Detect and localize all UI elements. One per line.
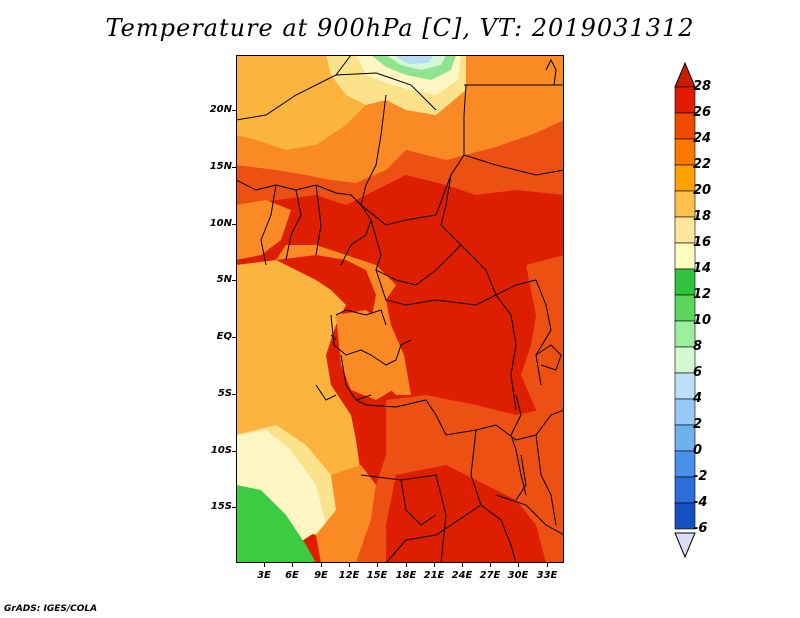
lat-tick [232, 394, 236, 395]
lat-label: 20N [209, 104, 232, 115]
lon-label: 21E [423, 570, 445, 581]
colorbar-cell [674, 86, 696, 114]
colorbar-label: -2 [693, 469, 708, 484]
colorbar [674, 61, 696, 558]
colorbar-label: 18 [693, 209, 712, 224]
colorbar-label: 4 [693, 391, 703, 406]
colorbar-label: 14 [693, 261, 712, 276]
field-south-red [386, 465, 546, 563]
lon-label: 27E [479, 570, 501, 581]
map-panel[interactable] [236, 55, 564, 563]
colorbar-label: 8 [693, 339, 703, 354]
field-north-dark-orange [236, 120, 564, 205]
colorbar-cell [674, 164, 696, 192]
lon-tick [434, 563, 435, 567]
colorbar-label: 16 [693, 235, 712, 250]
colorbar-cell [674, 138, 696, 166]
colorbar-top-arrow [674, 61, 696, 88]
colorbar-cell [674, 268, 696, 296]
colorbar-cell [674, 476, 696, 504]
colorbar-label: 22 [693, 157, 712, 172]
lon-tick [377, 563, 378, 567]
colorbar-label: 28 [693, 79, 712, 94]
lat-tick [232, 110, 236, 111]
temperature-field [236, 55, 564, 563]
lat-tick [232, 451, 236, 452]
colorbar-label: -6 [693, 521, 708, 536]
lon-label: 3E [257, 570, 271, 581]
colorbar-cell [674, 450, 696, 478]
lat-label: 15S [210, 501, 232, 512]
lon-tick [547, 563, 548, 567]
colorbar-cell [674, 294, 696, 322]
colorbar-cell [674, 242, 696, 270]
lon-label: 12E [338, 570, 360, 581]
lon-label: 15E [366, 570, 388, 581]
colorbar-label: 0 [693, 443, 703, 458]
colorbar-cell [674, 112, 696, 140]
field-west-orange [236, 200, 291, 260]
lon-label: 6E [285, 570, 299, 581]
colorbar-cell [674, 424, 696, 452]
country-borders [236, 55, 564, 563]
colorbar-cell [674, 398, 696, 426]
footer-credit: GrADS: IGES/COLA [4, 604, 98, 614]
colorbar-label: 20 [693, 183, 712, 198]
lat-label: 15N [209, 161, 232, 172]
lon-tick [462, 563, 463, 567]
lon-tick [518, 563, 519, 567]
chart-title: Temperature at 900hPa [C], VT: 201903131… [105, 14, 695, 42]
colorbar-cell [674, 216, 696, 244]
lat-label: 10S [210, 445, 232, 456]
field-north-blue [394, 55, 434, 64]
colorbar-label: -4 [693, 495, 708, 510]
lat-label: 10N [209, 218, 232, 229]
field-congo-orange [336, 310, 401, 400]
lat-tick [232, 337, 236, 338]
colorbar-cell [674, 372, 696, 400]
colorbar-bottom-arrow [674, 532, 696, 558]
lat-label: 5S [217, 388, 232, 399]
lat-tick [232, 507, 236, 508]
lon-label: 24E [451, 570, 473, 581]
field-sw-green [236, 485, 316, 563]
lon-tick [264, 563, 265, 567]
lon-tick [406, 563, 407, 567]
colorbar-cell [674, 502, 696, 530]
colorbar-cell [674, 346, 696, 374]
lat-label: EQ [216, 331, 232, 342]
colorbar-label: 2 [693, 417, 703, 432]
colorbar-label: 26 [693, 105, 712, 120]
lon-tick [321, 563, 322, 567]
lat-tick [232, 224, 236, 225]
lon-tick [349, 563, 350, 567]
lon-tick [490, 563, 491, 567]
lat-label: 5N [216, 274, 232, 285]
lon-label: 33E [536, 570, 558, 581]
lat-tick [232, 280, 236, 281]
field-east-dark-orange [521, 255, 564, 415]
colorbar-cell [674, 190, 696, 218]
lat-tick [232, 167, 236, 168]
lon-label: 18E [395, 570, 417, 581]
colorbar-label: 6 [693, 365, 703, 380]
lon-label: 30E [507, 570, 529, 581]
field-sw-orange [316, 465, 376, 563]
lon-label: 9E [314, 570, 328, 581]
colorbar-label: 24 [693, 131, 712, 146]
colorbar-cells [674, 86, 696, 530]
colorbar-label: 12 [693, 287, 712, 302]
colorbar-cell [674, 320, 696, 348]
lon-tick [292, 563, 293, 567]
colorbar-label: 10 [693, 313, 712, 328]
